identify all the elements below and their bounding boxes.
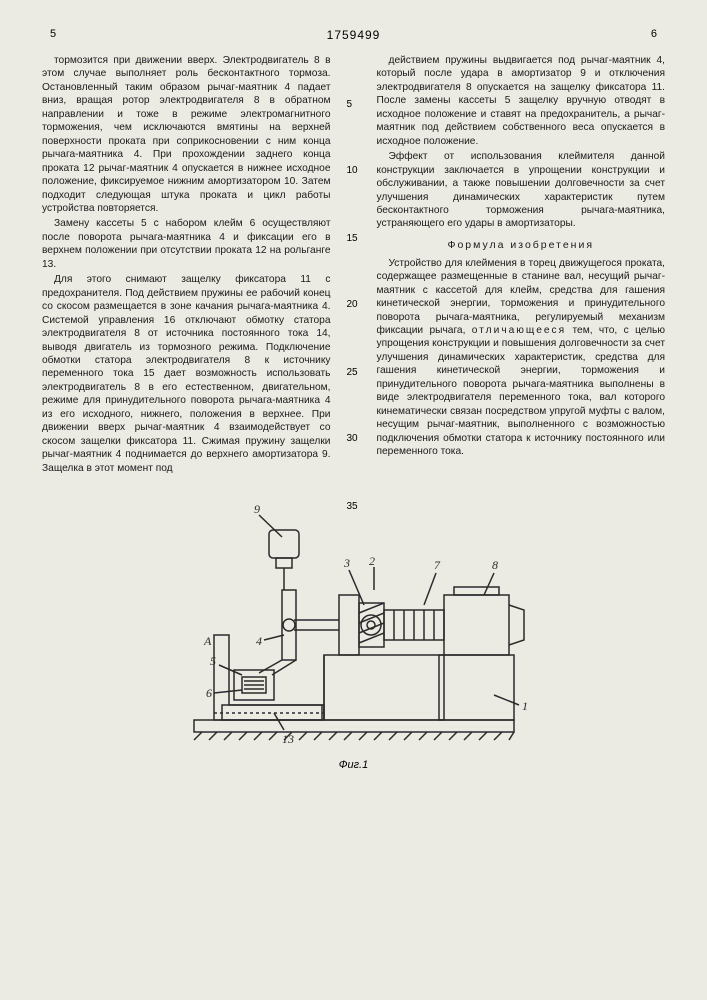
formula-title: Формула изобретения bbox=[377, 239, 666, 253]
callout-6: 6 bbox=[206, 686, 212, 700]
patent-number: 1759499 bbox=[56, 28, 651, 42]
right-column: действием пружины выдвигается под рычаг-… bbox=[377, 54, 666, 477]
left-column: тормозится при движении вверх. Электродв… bbox=[42, 54, 331, 477]
callout-13: 13 bbox=[282, 732, 294, 746]
line-marker: 35 bbox=[347, 500, 358, 513]
callout-5: 5 bbox=[210, 654, 216, 668]
callout-8: 8 bbox=[492, 558, 498, 572]
marker-A: А bbox=[203, 634, 212, 648]
figure-svg: 9 2 3 4 5 6 7 8 1 13 А bbox=[164, 495, 544, 755]
claim-end: тем, что, с целью упрощения конструкции … bbox=[377, 325, 666, 457]
callout-9: 9 bbox=[254, 502, 260, 516]
callout-2: 2 bbox=[369, 554, 375, 568]
line-marker: 10 bbox=[347, 164, 358, 177]
callout-1: 1 bbox=[522, 699, 528, 713]
claim-distinguishing: отличающееся bbox=[472, 325, 566, 336]
page-num-right: 6 bbox=[651, 28, 657, 42]
line-marker: 5 bbox=[347, 98, 353, 111]
line-marker: 15 bbox=[347, 232, 358, 245]
callout-4: 4 bbox=[256, 634, 262, 648]
figure-label: Фиг.1 bbox=[42, 759, 665, 771]
line-marker: 30 bbox=[347, 432, 358, 445]
right-p1: действием пружины выдвигается под рычаг-… bbox=[377, 54, 666, 148]
left-p3: Для этого снимают защелку фиксатора 11 с… bbox=[42, 273, 331, 475]
left-p1: тормозится при движении вверх. Электродв… bbox=[42, 54, 331, 215]
page: 5 1759499 6 тормозится при движении ввер… bbox=[0, 0, 707, 1000]
line-number-gutter: 5 10 15 20 25 30 35 bbox=[347, 54, 361, 477]
line-marker: 25 bbox=[347, 366, 358, 379]
right-p2: Эффект от использования клеймителя данно… bbox=[377, 150, 666, 231]
page-header: 5 1759499 6 bbox=[42, 28, 665, 42]
columns-wrap: тормозится при движении вверх. Электродв… bbox=[42, 54, 665, 477]
text-columns: тормозится при движении вверх. Электродв… bbox=[42, 54, 665, 477]
left-p2: Замену кассеты 5 с набором клейм 6 осуще… bbox=[42, 217, 331, 271]
callout-7: 7 bbox=[434, 558, 441, 572]
figure-1: 9 2 3 4 5 6 7 8 1 13 А Фиг.1 bbox=[42, 495, 665, 771]
line-marker: 20 bbox=[347, 298, 358, 311]
callout-3: 3 bbox=[343, 556, 350, 570]
right-p3: Устройство для клеймения в торец движуще… bbox=[377, 257, 666, 459]
